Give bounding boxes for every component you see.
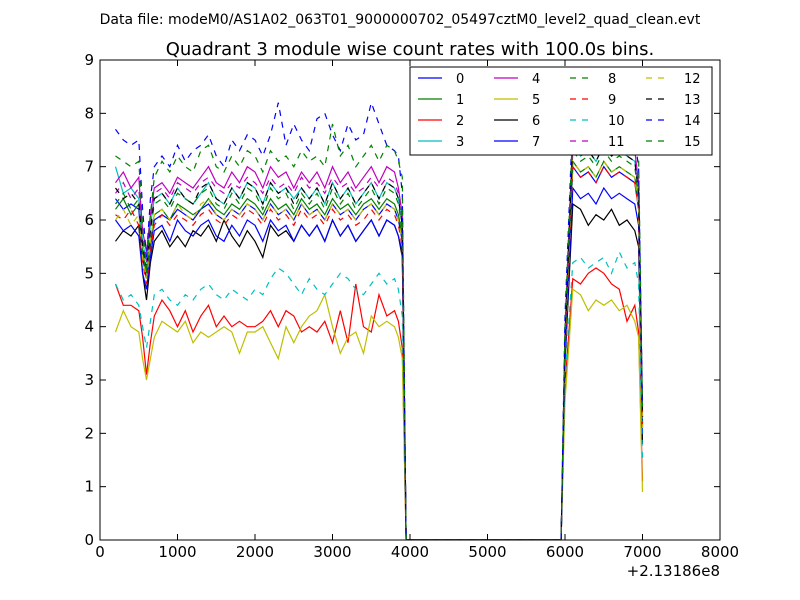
y-tick-label: 8	[84, 104, 94, 122]
legend-label-5: 5	[532, 93, 540, 108]
legend-label-6: 6	[532, 114, 540, 129]
x-tick-label: 3000	[313, 543, 351, 561]
legend-label-3: 3	[456, 135, 464, 150]
y-tick-label: 7	[84, 158, 94, 176]
series-line-7	[115, 186, 644, 540]
legend-label-2: 2	[456, 114, 464, 129]
legend-label-10: 10	[608, 114, 625, 129]
series-line-8	[115, 148, 644, 540]
y-tick-label: 9	[84, 51, 94, 69]
axes: 0 1000 2000 3000 4000 5000 6000 7000 80000123456…	[84, 51, 739, 561]
y-tick-label: 4	[84, 318, 94, 336]
legend-label-7: 7	[532, 135, 540, 150]
legend-label-0: 0	[456, 72, 464, 87]
x-tick-label: 1000	[158, 543, 196, 561]
series-line-9	[115, 164, 644, 540]
legend-label-8: 8	[608, 72, 616, 87]
plot-area	[114, 100, 644, 540]
series-lines	[114, 100, 644, 540]
data-file-label: Data file: modeM0/AS1A02_063T01_90000007…	[100, 12, 701, 28]
legend-label-1: 1	[456, 93, 464, 108]
y-tick-label: 0	[84, 531, 94, 549]
y-tick-label: 3	[84, 371, 94, 389]
series-line-13	[115, 143, 644, 540]
series-line-4	[115, 132, 644, 540]
x-tick-label: 5000	[468, 543, 506, 561]
series-line-10	[114, 250, 644, 540]
chart-title: Quadrant 3 module wise count rates with …	[166, 39, 655, 60]
x-tick-label: 6000	[546, 543, 584, 561]
series-line-2	[114, 267, 644, 540]
legend-label-13: 13	[684, 93, 701, 108]
x-tick-label: 2000	[236, 543, 274, 561]
y-tick-label: 2	[84, 424, 94, 442]
series-line-6	[115, 202, 644, 540]
series-line-14	[115, 100, 644, 540]
x-tick-label: 7000	[623, 543, 661, 561]
series-line-0	[115, 164, 644, 540]
y-tick-label: 1	[84, 478, 94, 496]
series-line-12	[115, 159, 644, 540]
legend-box	[409, 66, 713, 156]
y-tick-label: 6	[84, 211, 94, 229]
legend-label-12: 12	[684, 72, 701, 87]
x-tick-label: 0	[95, 543, 105, 561]
y-tick-label: 5	[84, 264, 94, 282]
legend-label-15: 15	[684, 135, 701, 150]
legend-label-4: 4	[532, 72, 540, 87]
legend-label-9: 9	[608, 93, 616, 108]
legend-label-11: 11	[608, 135, 625, 150]
x-tick-label: 8000	[701, 543, 739, 561]
x-offset-label: +2.13186e8	[627, 562, 720, 580]
series-line-5	[114, 288, 644, 540]
x-tick-label: 4000	[391, 543, 429, 561]
legend-label-14: 14	[684, 114, 701, 129]
